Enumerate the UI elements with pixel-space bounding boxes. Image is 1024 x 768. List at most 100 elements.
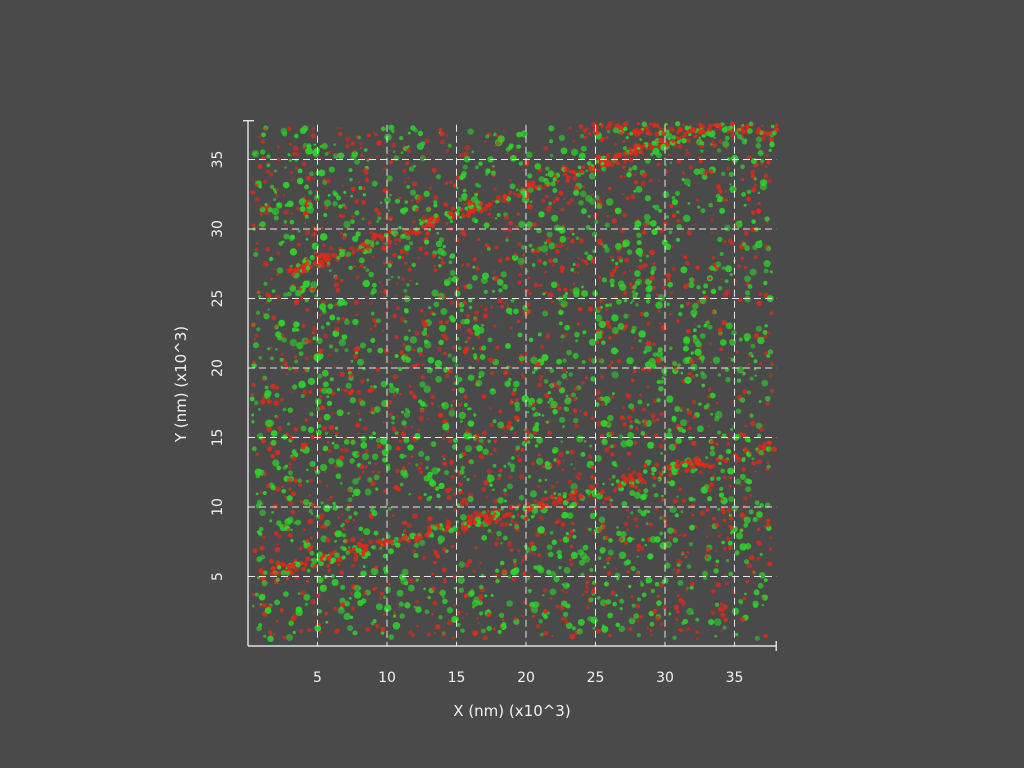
green-localization-point — [675, 437, 682, 444]
green-localization-point — [363, 528, 370, 535]
red-localization-point — [324, 611, 328, 615]
green-localization-point — [531, 606, 538, 613]
red-localization-point — [337, 563, 340, 566]
green-localization-point — [467, 128, 473, 134]
red-localization-point — [362, 471, 365, 474]
green-localization-point — [534, 163, 541, 170]
red-localization-point — [569, 450, 574, 455]
red-localization-point — [466, 263, 470, 267]
green-localization-point — [487, 609, 490, 612]
green-localization-point — [569, 372, 573, 376]
green-localization-point — [616, 299, 622, 305]
red-localization-point — [487, 469, 492, 474]
green-localization-point — [448, 354, 452, 358]
red-localization-point — [425, 231, 430, 236]
red-localization-point — [398, 238, 402, 242]
red-localization-point — [624, 176, 626, 178]
green-localization-point — [358, 136, 361, 139]
red-localization-point — [418, 256, 421, 259]
red-localization-point — [394, 295, 396, 297]
green-localization-point — [376, 603, 383, 610]
green-localization-point — [520, 130, 527, 137]
green-localization-point — [397, 590, 404, 597]
red-localization-point — [723, 547, 727, 551]
green-localization-point — [710, 143, 713, 146]
green-localization-point — [646, 581, 649, 584]
band-point — [770, 131, 773, 134]
green-localization-point — [324, 200, 331, 207]
green-localization-point — [632, 299, 635, 302]
green-localization-point — [469, 306, 472, 309]
green-localization-point — [454, 290, 460, 296]
red-localization-point — [349, 374, 353, 378]
green-localization-point — [307, 569, 311, 573]
red-localization-point — [320, 525, 323, 528]
band-point — [342, 547, 347, 552]
band-point — [470, 518, 473, 521]
red-localization-point — [493, 187, 496, 190]
y-axis-title: Y (nm) (x10^3) — [172, 326, 190, 443]
green-localization-point — [451, 278, 454, 281]
red-localization-point — [647, 367, 652, 372]
green-localization-point — [655, 582, 660, 587]
red-localization-point — [550, 597, 553, 600]
red-localization-point — [627, 451, 631, 455]
red-localization-point — [696, 637, 699, 640]
red-localization-point — [275, 194, 278, 197]
green-localization-point — [417, 143, 424, 150]
band-point — [294, 559, 297, 562]
red-localization-point — [432, 601, 437, 606]
green-localization-point — [728, 541, 733, 546]
red-localization-point — [309, 288, 312, 291]
red-localization-point — [719, 347, 723, 351]
green-localization-point — [290, 248, 297, 255]
green-localization-point — [732, 608, 739, 615]
red-localization-point — [506, 152, 508, 154]
green-localization-point — [729, 186, 736, 193]
green-localization-point — [690, 586, 694, 590]
green-localization-point — [332, 579, 339, 586]
green-localization-point — [600, 547, 606, 553]
green-localization-point — [505, 238, 509, 242]
red-localization-point — [356, 313, 358, 315]
green-localization-point — [700, 371, 705, 376]
red-localization-point — [692, 400, 696, 404]
red-localization-point — [539, 284, 542, 287]
red-localization-point — [341, 214, 345, 218]
band-point — [659, 127, 663, 131]
green-localization-point — [413, 553, 418, 558]
green-localization-point — [336, 195, 341, 200]
red-localization-point — [271, 315, 276, 320]
green-localization-point — [656, 398, 661, 403]
green-localization-point — [419, 219, 422, 222]
red-localization-point — [409, 280, 412, 283]
green-localization-point — [391, 421, 394, 424]
red-localization-point — [715, 550, 717, 552]
green-localization-point — [340, 524, 343, 527]
green-localization-point — [329, 315, 335, 321]
band-point — [508, 512, 514, 518]
red-localization-point — [751, 210, 755, 214]
red-localization-point — [686, 152, 690, 156]
red-localization-point — [388, 400, 392, 404]
green-localization-point — [763, 281, 767, 285]
red-localization-point — [312, 331, 315, 334]
green-localization-point — [737, 378, 741, 382]
green-localization-point — [409, 241, 413, 245]
green-localization-point — [632, 165, 637, 170]
red-localization-point — [556, 604, 560, 608]
green-localization-point — [701, 208, 706, 213]
green-localization-point — [410, 336, 417, 343]
red-localization-point — [431, 613, 434, 616]
green-localization-point — [641, 431, 646, 436]
green-localization-point — [599, 321, 606, 328]
green-localization-point — [265, 386, 269, 390]
red-localization-point — [408, 267, 412, 271]
red-localization-point — [354, 199, 359, 204]
red-localization-point — [493, 448, 497, 452]
red-localization-point — [310, 536, 313, 539]
red-localization-point — [479, 561, 482, 564]
red-localization-point — [718, 139, 722, 143]
red-localization-point — [504, 215, 509, 220]
red-localization-point — [720, 629, 723, 632]
